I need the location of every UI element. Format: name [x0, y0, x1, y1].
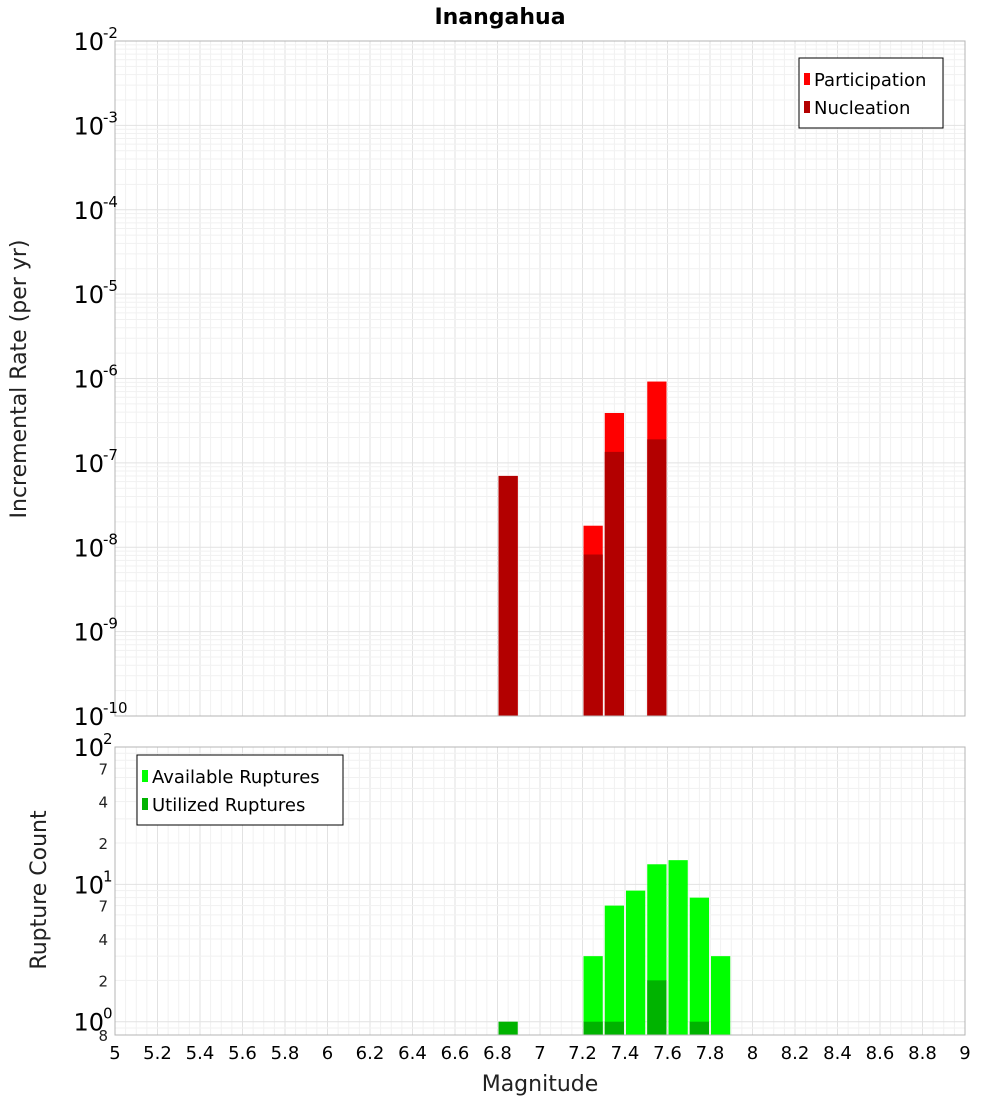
plot-frame — [114, 40, 966, 717]
bar-nucleation — [498, 475, 518, 716]
y-tick-label: 10 — [73, 281, 104, 309]
bar-available-ruptures — [668, 860, 688, 1035]
x-tick-label: 5.6 — [228, 1043, 257, 1064]
legend-swatch — [142, 770, 148, 782]
x-axis-label: Magnitude — [482, 1072, 599, 1097]
x-tick-label: 8.4 — [823, 1043, 852, 1064]
y-minor-tick-label: 4 — [98, 794, 108, 812]
x-tick-label: 5.2 — [143, 1043, 172, 1064]
x-tick-label: 7.6 — [653, 1043, 682, 1064]
y-minor-tick-label: 2 — [98, 972, 108, 990]
y-axis-label-count: Rupture Count — [27, 810, 52, 970]
y-tick-label: 10 — [73, 1009, 104, 1037]
x-tick-label: 8.2 — [781, 1043, 810, 1064]
y-tick-label-exponent: 2 — [103, 730, 113, 748]
legend-swatch — [804, 101, 810, 113]
x-tick-label: 8 — [747, 1043, 758, 1064]
y-tick-label: 10 — [73, 366, 104, 394]
x-tick-label: 6.6 — [441, 1043, 470, 1064]
y-tick-label-exponent: 0 — [103, 1005, 113, 1023]
bar-available-ruptures — [689, 897, 709, 1035]
bar-available-ruptures — [583, 956, 603, 1035]
y-axis-label-rate: Incremental Rate (per yr) — [7, 240, 32, 519]
x-tick-label: 8.8 — [908, 1043, 937, 1064]
y-tick-label-exponent: -10 — [103, 699, 128, 717]
y-tick-label: 10 — [73, 534, 104, 562]
y-minor-tick-label: 4 — [98, 931, 108, 949]
y-tick-label-exponent: -7 — [103, 446, 118, 464]
y-tick-label-exponent: -9 — [103, 615, 118, 633]
legend-swatch — [142, 798, 148, 810]
bar-utilized-ruptures — [647, 980, 667, 1035]
y-minor-tick-label: 8 — [98, 1027, 108, 1045]
bar-available-ruptures — [711, 956, 731, 1035]
x-tick-label: 6.2 — [356, 1043, 385, 1064]
y-tick-label: 10 — [73, 112, 104, 140]
chart-title: Inangahua — [434, 5, 565, 30]
y-tick-label: 10 — [73, 197, 104, 225]
y-tick-label: 10 — [73, 871, 104, 899]
y-tick-label: 10 — [73, 28, 104, 56]
y-tick-label: 10 — [73, 450, 104, 478]
legend-box — [798, 57, 944, 129]
y-tick-label: 10 — [73, 619, 104, 647]
x-tick-label: 6 — [322, 1043, 333, 1064]
bar-nucleation — [583, 554, 603, 716]
y-tick-label-exponent: -6 — [103, 362, 118, 380]
bar-available-ruptures — [626, 890, 646, 1035]
y-minor-tick-label: 7 — [98, 760, 108, 778]
legend-label: Participation — [814, 70, 926, 91]
y-tick-label-exponent: -8 — [103, 530, 118, 548]
x-tick-label: 5.8 — [271, 1043, 300, 1064]
plot-frame — [114, 746, 966, 1036]
x-tick-label: 5 — [109, 1043, 120, 1064]
legend-label: Nucleation — [814, 98, 910, 119]
x-tick-label: 8.6 — [866, 1043, 895, 1064]
x-tick-label: 7.2 — [568, 1043, 597, 1064]
x-tick-label: 5.4 — [186, 1043, 215, 1064]
y-tick-label-exponent: -4 — [103, 193, 118, 211]
bar-utilized-ruptures — [583, 1021, 603, 1035]
legend-swatch — [804, 73, 810, 85]
y-tick-label-exponent: -3 — [103, 108, 118, 126]
legend-label: Utilized Ruptures — [152, 795, 305, 816]
y-tick-label-exponent: -5 — [103, 277, 118, 295]
x-tick-label: 9 — [959, 1043, 970, 1064]
bar-utilized-ruptures — [604, 1021, 624, 1035]
x-tick-label: 6.8 — [483, 1043, 512, 1064]
x-tick-label: 7.4 — [611, 1043, 640, 1064]
bar-nucleation — [647, 439, 667, 716]
y-minor-tick-label: 7 — [98, 898, 108, 916]
x-tick-label: 6.4 — [398, 1043, 427, 1064]
legend-box — [136, 754, 344, 826]
bar-nucleation — [604, 451, 624, 716]
x-tick-label: 7.8 — [696, 1043, 725, 1064]
y-minor-tick-label: 2 — [98, 835, 108, 853]
bar-utilized-ruptures — [689, 1021, 709, 1035]
y-tick-label-exponent: -2 — [103, 24, 118, 42]
x-tick-label: 7 — [534, 1043, 545, 1064]
y-tick-label: 10 — [73, 734, 104, 762]
y-tick-label-exponent: 1 — [103, 867, 113, 885]
y-tick-label: 10 — [73, 703, 104, 731]
legend-label: Available Ruptures — [152, 767, 320, 788]
bar-available-ruptures — [604, 905, 624, 1035]
bar-utilized-ruptures — [498, 1021, 518, 1035]
